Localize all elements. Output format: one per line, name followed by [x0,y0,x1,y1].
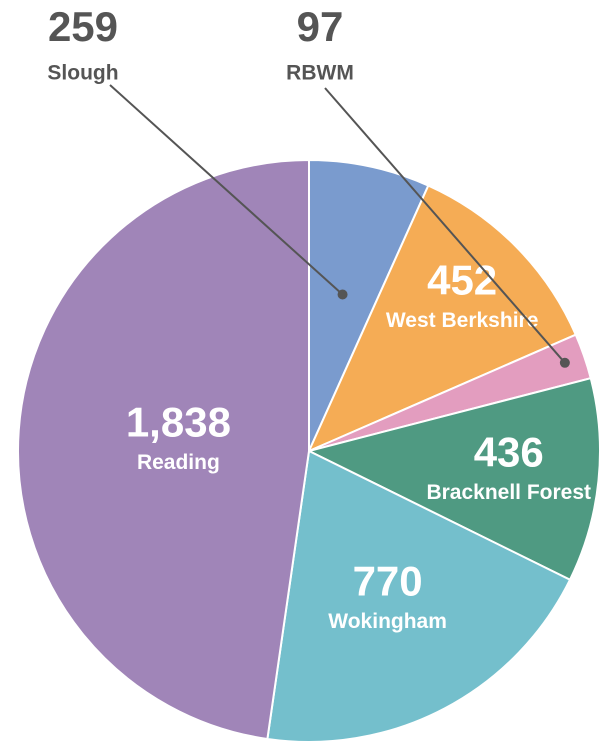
value-label: 452 [427,257,497,304]
category-label: Slough [47,62,118,85]
pie-slice [308,158,430,452]
category-label: West Berkshire [386,309,539,332]
value-label: 770 [353,557,423,604]
leader-line [109,84,344,296]
pie-slice [307,184,578,453]
value-label: 1,838 [126,399,231,446]
pie-slice [306,376,601,582]
leader-dot [559,357,570,368]
pie-slice [17,158,310,741]
category-label: Reading [137,451,220,474]
value-label: 259 [48,3,118,50]
category-label: Wokingham [328,610,447,633]
leader-dot [337,289,348,300]
pie-slice [266,449,572,743]
category-label: RBWM [286,62,354,85]
value-label: 97 [297,3,344,50]
value-label: 436 [474,429,544,476]
category-label: Bracknell Forest [426,481,591,504]
leader-line [324,87,566,364]
